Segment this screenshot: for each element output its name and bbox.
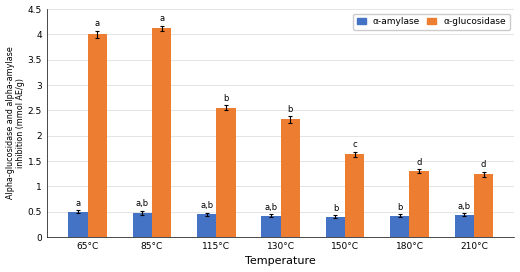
Text: d: d	[417, 157, 422, 167]
Bar	[152, 28, 171, 237]
Text: b: b	[333, 204, 338, 213]
Bar	[390, 216, 409, 237]
Text: b: b	[223, 94, 229, 103]
Legend: α-amylase, α-glucosidase: α-amylase, α-glucosidase	[353, 14, 510, 30]
Y-axis label: Alpha-glucosidase and alpha-amylase
inhibition (mmol AE/g): Alpha-glucosidase and alpha-amylase inhi…	[6, 47, 25, 199]
X-axis label: Temperature: Temperature	[245, 256, 316, 267]
Text: a: a	[95, 19, 100, 28]
Bar	[133, 213, 152, 237]
Bar	[326, 217, 345, 237]
Text: a: a	[159, 14, 164, 23]
Text: c: c	[353, 140, 357, 149]
Text: a,b: a,b	[200, 201, 213, 210]
Bar	[216, 108, 236, 237]
Bar	[474, 174, 493, 237]
Text: b: b	[397, 203, 402, 212]
Text: a,b: a,b	[458, 202, 471, 211]
Bar	[197, 214, 216, 237]
Bar	[454, 215, 474, 237]
Bar	[409, 171, 429, 237]
Bar	[68, 212, 87, 237]
Bar	[87, 34, 107, 237]
Bar	[345, 154, 365, 237]
Text: d: d	[481, 160, 486, 169]
Text: b: b	[288, 105, 293, 114]
Text: a: a	[75, 199, 81, 208]
Text: a,b: a,b	[265, 203, 278, 212]
Bar	[281, 119, 300, 237]
Text: a,b: a,b	[136, 199, 149, 208]
Bar	[262, 216, 281, 237]
